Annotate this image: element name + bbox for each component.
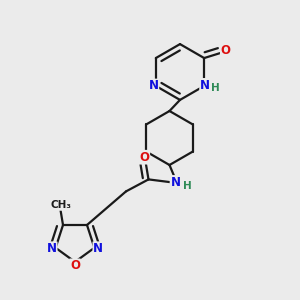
Text: N: N: [170, 176, 181, 189]
Text: N: N: [200, 79, 210, 92]
Text: N: N: [93, 242, 103, 255]
Text: O: O: [139, 151, 149, 164]
Text: O: O: [70, 259, 80, 272]
Text: O: O: [221, 44, 231, 57]
Text: N: N: [47, 242, 57, 255]
Text: N: N: [148, 80, 158, 92]
Text: CH₃: CH₃: [50, 200, 71, 210]
Text: H: H: [183, 181, 192, 191]
Text: H: H: [211, 83, 220, 93]
